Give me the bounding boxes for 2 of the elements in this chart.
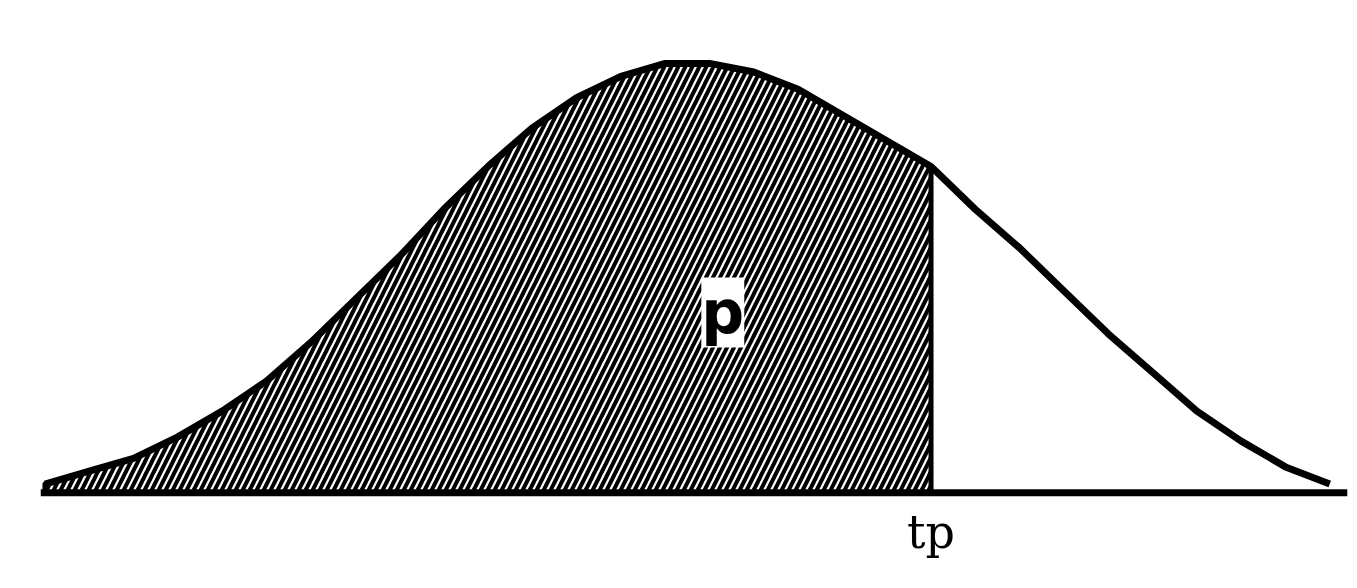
text: tp	[907, 504, 955, 559]
annotation: p	[701, 277, 745, 348]
